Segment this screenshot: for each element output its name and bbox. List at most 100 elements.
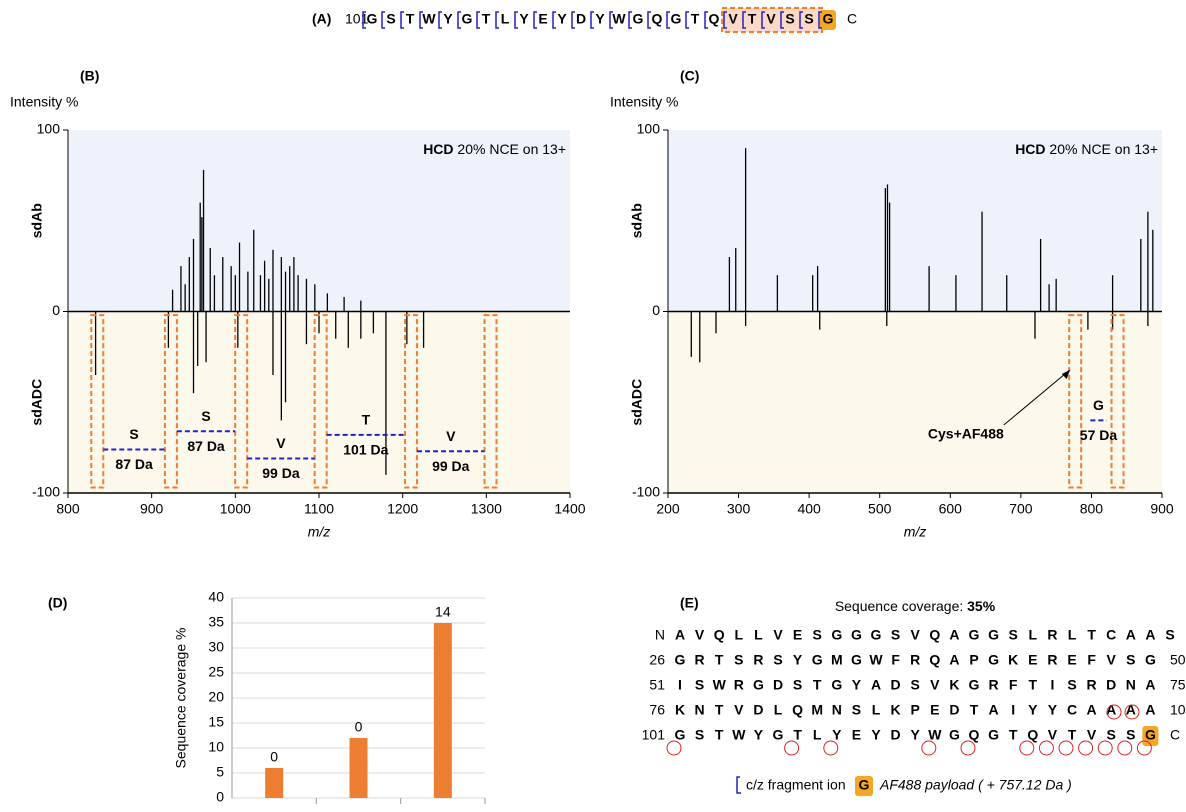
- method-detail: 20% NCE on 13+: [457, 141, 566, 157]
- residue: G: [831, 627, 842, 643]
- residue: L: [813, 727, 822, 743]
- method-name: HCD: [423, 141, 453, 157]
- residue: L: [735, 627, 744, 643]
- y-tick-label: 0: [52, 302, 60, 318]
- residue: K: [949, 677, 959, 693]
- residue: G: [851, 652, 862, 668]
- residue: S: [773, 652, 782, 668]
- fragment-bracket: [647, 11, 651, 29]
- residue: Q: [652, 11, 663, 27]
- residue: R: [989, 677, 999, 693]
- residue: W: [713, 677, 727, 693]
- residue: S: [785, 11, 794, 27]
- residue: E: [1067, 652, 1076, 668]
- residue: L: [501, 11, 510, 27]
- legend-payload-box: [855, 776, 873, 796]
- residue: G: [988, 727, 999, 743]
- residue: Y: [832, 727, 842, 743]
- row-start: 76: [649, 702, 665, 718]
- residue: A: [871, 677, 881, 693]
- panel-label: (B): [80, 68, 99, 84]
- residue: S: [695, 677, 704, 693]
- residue: Y: [871, 727, 881, 743]
- y-title: Intensity %: [610, 94, 678, 110]
- fragment-bracket: [723, 11, 727, 29]
- gap-residue: V: [446, 428, 456, 444]
- y-tick-label: 0: [216, 789, 224, 805]
- gap-residue: G: [1093, 397, 1104, 413]
- bar: [349, 738, 368, 798]
- residue: D: [949, 702, 959, 718]
- residue: T: [715, 727, 724, 743]
- residue: P: [911, 702, 920, 718]
- residue: C: [1067, 702, 1077, 718]
- residue: V: [734, 702, 744, 718]
- coverage-value: 35%: [967, 598, 996, 614]
- y-tick-label: 100: [637, 121, 661, 137]
- fragment-bracket: [761, 11, 765, 29]
- x-tick-label: 1400: [554, 501, 585, 517]
- residue: R: [1047, 652, 1057, 668]
- side-label: sdAb: [629, 203, 645, 238]
- residue: G: [367, 11, 378, 27]
- mark-circle: [960, 740, 976, 756]
- residue: S: [1165, 627, 1174, 643]
- residue: A: [949, 627, 959, 643]
- method-detail: 20% NCE on 13+: [1049, 141, 1158, 157]
- row-start: 26: [649, 652, 665, 668]
- residue: R: [1047, 627, 1057, 643]
- residue: W: [612, 11, 626, 27]
- residue: S: [1126, 652, 1135, 668]
- residue: G: [988, 627, 999, 643]
- residue: P: [969, 652, 978, 668]
- upper-bg: [668, 130, 1162, 312]
- residue: I: [1050, 677, 1054, 693]
- y-tick-label: 100: [37, 121, 61, 137]
- residue: G: [851, 627, 862, 643]
- x-tick-label: 1100: [304, 501, 334, 517]
- residue: Q: [714, 627, 725, 643]
- residue: K: [891, 702, 901, 718]
- residue: G: [812, 652, 823, 668]
- x-tick-label: 700: [1009, 501, 1033, 517]
- residue: S: [1009, 627, 1018, 643]
- gap-mass: 57 Da: [1080, 427, 1118, 443]
- bar-annotation: 0: [355, 719, 363, 735]
- residue: T: [691, 11, 700, 27]
- residue: S: [386, 11, 395, 27]
- bar-annotation: 0: [270, 749, 278, 765]
- residue: Q: [709, 11, 720, 27]
- gap-box: [1068, 314, 1083, 489]
- side-label: sdAb: [29, 203, 45, 238]
- x-label: m/z: [308, 524, 331, 540]
- fragment-bracket: [780, 11, 784, 29]
- residue: T: [1029, 677, 1038, 693]
- residue: E: [538, 11, 547, 27]
- mark-circle: [666, 740, 682, 756]
- residue: G: [675, 652, 686, 668]
- fragment-bracket: [685, 11, 689, 29]
- residue: F: [1009, 677, 1018, 693]
- residue: A: [1145, 702, 1155, 718]
- coverage-title-text: Sequence coverage:: [835, 598, 967, 614]
- y-tick-label: 15: [208, 714, 224, 730]
- mark-circle: [1078, 740, 1094, 756]
- y-tick-label: 5: [216, 764, 224, 780]
- residue: G: [823, 11, 834, 27]
- gap-box: [234, 314, 249, 489]
- x-tick-label: 1300: [471, 501, 502, 517]
- bar: [433, 623, 452, 798]
- residue: S: [734, 652, 743, 668]
- residue: N: [832, 702, 842, 718]
- residue: V: [695, 627, 705, 643]
- method: HCD 20% NCE on 13+: [423, 141, 566, 157]
- fragment-bracket: [742, 11, 746, 29]
- fragment-bracket: [552, 11, 556, 29]
- residue: S: [891, 627, 900, 643]
- x-tick-label: 800: [1080, 501, 1104, 517]
- mark-circle: [1117, 740, 1133, 756]
- residue: L: [1029, 627, 1038, 643]
- fragment-bracket: [533, 11, 537, 29]
- x-label: m/z: [904, 524, 927, 540]
- y-tick-label: 30: [208, 639, 224, 655]
